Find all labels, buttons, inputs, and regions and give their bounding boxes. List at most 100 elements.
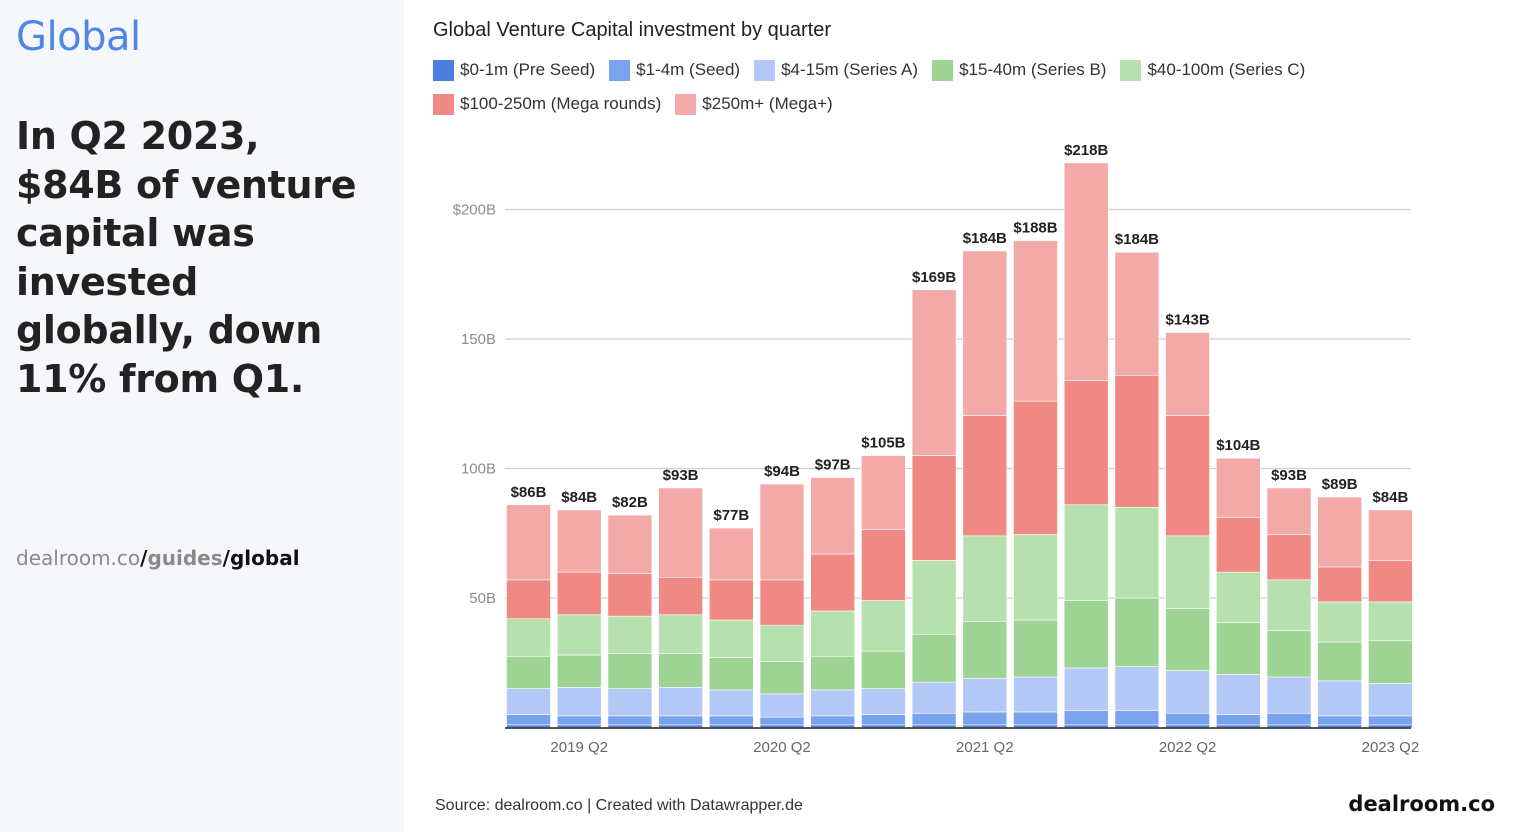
bar-segment <box>1165 332 1210 416</box>
bar-segment <box>1063 724 1109 728</box>
bar-segment <box>1216 714 1261 726</box>
bar-segment <box>658 724 703 728</box>
bar-segment <box>1013 534 1058 621</box>
bar-segment <box>861 714 906 726</box>
bar-segment <box>556 724 602 728</box>
bar-segment <box>1317 680 1362 717</box>
bar-segment <box>708 715 754 726</box>
bar-segment <box>1317 601 1362 643</box>
bar-segment <box>1165 712 1210 726</box>
x-tick-label: 2021 Q2 <box>956 739 1014 756</box>
bar-total-label: $86B <box>511 484 547 501</box>
legend-swatch <box>433 93 454 115</box>
bar-segment <box>506 618 551 657</box>
bar-segment <box>1266 534 1312 581</box>
headline: In Q2 2023, $84B of venture capital was … <box>16 114 357 401</box>
bar-total-label: $84B <box>561 489 597 506</box>
legend-item: $40-100m (Series C) <box>1120 59 1305 81</box>
bar-segment <box>1266 487 1312 535</box>
legend-item: $250m+ (Mega+) <box>675 93 833 115</box>
legend-swatch <box>754 59 776 81</box>
bar-segment <box>556 509 602 573</box>
bar-segment <box>1165 670 1210 714</box>
bar-segment <box>759 624 805 662</box>
bar-segment <box>556 571 602 616</box>
bar-segment <box>607 724 653 728</box>
bar-segment <box>962 535 1008 622</box>
bar-segment <box>1013 676 1058 713</box>
bar-total-label: $84B <box>1372 489 1408 506</box>
bar-segment <box>506 714 551 726</box>
bar-segment <box>962 724 1008 728</box>
bar-segment <box>1266 676 1312 714</box>
bar-segment <box>1063 162 1109 381</box>
y-tick-label: 150B <box>461 331 496 348</box>
bar-segment <box>1063 667 1109 711</box>
legend-label: $15-40m (Series B) <box>959 60 1107 79</box>
chart-legend: $0-1m (Pre Seed) $1-4m (Seed) $4-15m (Se… <box>433 59 1393 115</box>
y-tick-label: 50B <box>469 590 496 607</box>
bar-segment <box>759 661 805 695</box>
bar-segment <box>658 687 703 717</box>
bar-segment <box>1114 251 1160 376</box>
bar-segment <box>911 712 957 726</box>
bar-segment <box>911 455 957 561</box>
x-tick-label: 2022 Q2 <box>1159 739 1217 756</box>
bar-segment <box>708 657 754 691</box>
legend-swatch <box>675 93 697 115</box>
bar-segment <box>556 614 602 656</box>
bar-segment <box>810 724 856 728</box>
bar-segment <box>658 487 703 578</box>
bar-segment <box>1317 715 1362 726</box>
bar-segment <box>1368 509 1413 561</box>
bar-segment <box>1114 374 1160 508</box>
bar-segment <box>810 689 856 717</box>
bar-segment <box>1013 400 1058 535</box>
bar-total-label: $97B <box>815 457 851 474</box>
legend-swatch <box>932 59 954 81</box>
bar-segment <box>1266 712 1312 726</box>
bar-segment <box>708 527 754 581</box>
guide-link-guides: guides <box>147 546 223 570</box>
bar-segment <box>1368 683 1413 717</box>
bar-total-label: $218B <box>1064 142 1108 159</box>
bar-segment <box>1317 641 1362 682</box>
bar-segment <box>861 529 906 601</box>
y-tick-label: 100B <box>461 461 496 478</box>
legend-item: $15-40m (Series B) <box>932 59 1106 81</box>
bar-segment <box>708 724 754 728</box>
legend-label: $0-1m (Pre Seed) <box>460 60 596 79</box>
bar-segment <box>708 689 754 717</box>
source-note: Source: dealroom.co | Created with Dataw… <box>435 797 803 814</box>
bar-segment <box>607 653 653 689</box>
bar-segment <box>1216 622 1261 675</box>
brand-logo: dealroom.co <box>1348 792 1495 816</box>
bar-segment <box>810 715 856 726</box>
bar-segment <box>1216 724 1261 728</box>
x-tick-label: 2019 Q2 <box>550 739 608 756</box>
bar-segment <box>607 573 653 617</box>
bar-total-label: $184B <box>963 230 1007 247</box>
legend-item: $100-250m (Mega rounds) <box>433 93 661 115</box>
bar-total-label: $93B <box>663 467 699 484</box>
bar-segment <box>1216 674 1261 715</box>
bar-total-label: $93B <box>1271 467 1307 484</box>
bar-segment <box>1114 507 1160 599</box>
bar-segment <box>1013 711 1058 726</box>
bar-segment <box>911 560 957 635</box>
bar-segment <box>759 716 805 726</box>
bar-segment <box>810 477 856 555</box>
legend-label: $250m+ (Mega+) <box>702 94 833 113</box>
guide-link-separator: / <box>222 546 230 570</box>
bar-segment <box>861 688 906 715</box>
bar-total-label: $188B <box>1013 220 1057 237</box>
legend-label: $1-4m (Seed) <box>636 60 741 79</box>
bar-total-label: $184B <box>1115 231 1159 248</box>
bar-segment <box>1216 457 1261 519</box>
bar-segment <box>861 455 906 530</box>
x-tick-label: 2023 Q2 <box>1362 739 1420 756</box>
guide-link-separator: / <box>140 546 148 570</box>
bar-segment <box>708 619 754 658</box>
guide-link[interactable]: dealroom.co/guides/global <box>16 546 300 570</box>
